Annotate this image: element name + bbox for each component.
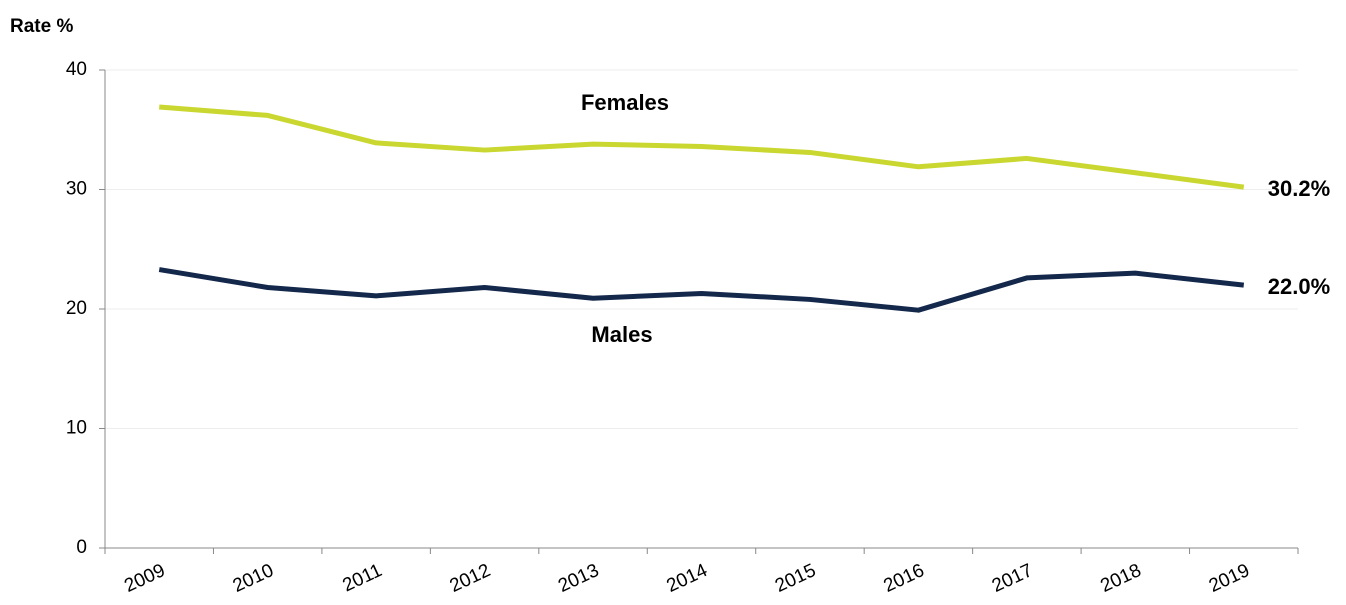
x-tick-label: 2018 (1097, 560, 1144, 597)
y-axis-label: Rate % (10, 16, 73, 37)
value-label: 30.2% (1268, 176, 1330, 201)
y-tick-label: 10 (66, 418, 87, 439)
x-tick-label: 2014 (664, 560, 712, 597)
x-tick-label: 2011 (339, 560, 385, 596)
value-label: 22.0% (1268, 274, 1330, 299)
line (158, 267, 1245, 313)
x-tick-label: 2016 (880, 560, 927, 597)
y-tick-label: 30 (66, 179, 87, 200)
x-tick-label: 2010 (230, 560, 277, 597)
y-tick-label: 0 (76, 537, 87, 558)
line (159, 104, 1245, 190)
x-tick-label: 2013 (555, 560, 602, 597)
x-tick-label: 2012 (447, 560, 494, 597)
x-tick-label: 2017 (989, 560, 1036, 597)
x-tick-label: 2019 (1206, 560, 1253, 597)
series-name: Males (591, 322, 652, 347)
x-tick-label: 2009 (121, 560, 168, 597)
x-tick-label: 2015 (772, 560, 819, 597)
series-name: Females (581, 90, 669, 115)
y-tick-label: 40 (66, 59, 87, 80)
y-tick-label: 20 (66, 298, 87, 319)
